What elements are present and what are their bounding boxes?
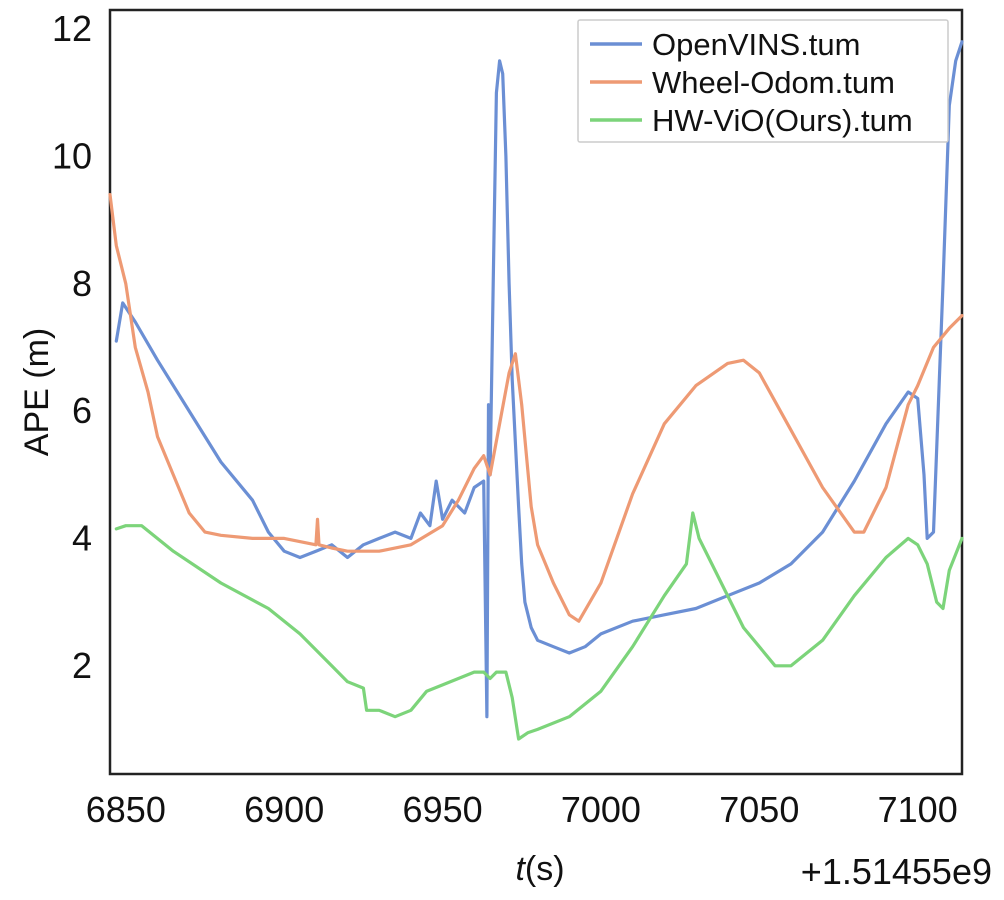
legend-entries: OpenVINS.tumWheel-Odom.tumHW-ViO(Ours).t… [590, 27, 913, 138]
x-tick-label: 7050 [719, 789, 799, 830]
legend-entry-label: HW-ViO(Ours).tum [652, 103, 913, 138]
y-tick-labels: 2 4 6 8 10 12 [52, 8, 92, 686]
x-tick-label: 7000 [561, 789, 641, 830]
series-layer [108, 40, 964, 741]
x-tick-label: 6850 [86, 789, 166, 830]
x-axis-label: t(s) [515, 850, 564, 888]
y-tick-label: 2 [72, 645, 92, 686]
series-line-hw-vio-ours-tum [114, 511, 964, 741]
y-tick-label: 4 [72, 517, 92, 558]
legend-box [577, 19, 949, 143]
series-line-wheel-odom-tum [108, 193, 964, 623]
y-tick-label: 12 [52, 8, 92, 49]
x-tick-label: 6900 [244, 789, 324, 830]
x-axis-label-unit: (s) [525, 850, 565, 888]
x-tick-label: 6950 [403, 789, 483, 830]
legend-entry-label: OpenVINS.tum [652, 27, 860, 62]
legend-entry-label: Wheel-Odom.tum [652, 65, 895, 100]
y-tick-label: 8 [72, 263, 92, 304]
x-axis-label-symbol: t [515, 850, 526, 888]
y-tick-label: 10 [52, 135, 92, 176]
x-tick-labels: 6850 6900 6950 7000 7050 7100 [86, 789, 958, 830]
x-tick-label: 7100 [878, 789, 958, 830]
plot-frame [108, 8, 964, 776]
y-tick-label: 6 [72, 390, 92, 431]
y-axis-label: APE (m) [18, 328, 56, 456]
x-offset-label: +1.51455e9 [801, 851, 992, 892]
legend: OpenVINS.tumWheel-Odom.tumHW-ViO(Ours).t… [577, 19, 949, 143]
series-line-openvins-tum [114, 40, 964, 719]
